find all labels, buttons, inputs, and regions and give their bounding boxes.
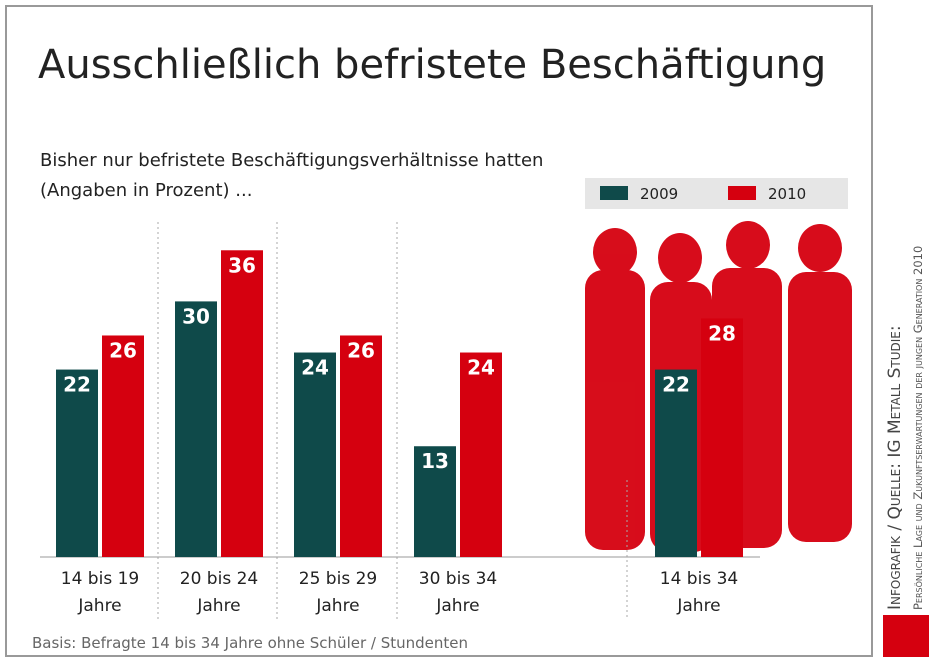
value-label: 13 — [421, 449, 449, 473]
bar — [701, 318, 743, 557]
x-tick-label: 14 bis 34 Jahre — [653, 566, 745, 620]
value-label: 28 — [708, 321, 736, 345]
chart-title: Ausschließlich befristete Beschäftigung — [38, 42, 826, 88]
value-label: 24 — [301, 356, 329, 380]
value-label: 24 — [467, 356, 495, 380]
bar — [221, 250, 263, 557]
value-label: 36 — [228, 253, 256, 277]
x-tick-label: 20 bis 24 Jahre — [173, 566, 265, 620]
bar — [655, 370, 697, 557]
bar — [56, 370, 98, 557]
logo — [883, 615, 929, 657]
x-tick-label: 30 bis 34 Jahre — [412, 566, 504, 620]
source-line: Persönliche Lage und Zukunftserwartungen… — [911, 246, 925, 610]
chart: Ausschließlich befristete Beschäftigung … — [0, 0, 935, 662]
bar — [460, 353, 502, 557]
subtitle: Bisher nur befristete Beschäftigungsverh… — [40, 146, 580, 206]
footnote: Basis: Befragte 14 bis 34 Jahre ohne Sch… — [32, 634, 468, 652]
value-label: 30 — [182, 304, 210, 328]
legend-label: 2010 — [768, 185, 806, 203]
bar — [175, 301, 217, 557]
value-label: 22 — [63, 373, 91, 397]
bar — [340, 335, 382, 557]
value-label: 22 — [662, 373, 690, 397]
bar — [294, 353, 336, 557]
x-tick-label: 14 bis 19 Jahre — [54, 566, 146, 620]
x-tick-label: 25 bis 29 Jahre — [292, 566, 384, 620]
value-label: 26 — [347, 338, 375, 362]
legend-label: 2009 — [640, 185, 678, 203]
bar — [102, 335, 144, 557]
legend-swatch — [600, 186, 628, 200]
legend-swatch — [728, 186, 756, 200]
source-line: Infografik / Quelle: IG Metall Studie: — [885, 325, 905, 610]
infographic: Ausschließlich befristete Beschäftigung … — [0, 0, 935, 662]
value-label: 26 — [109, 338, 137, 362]
